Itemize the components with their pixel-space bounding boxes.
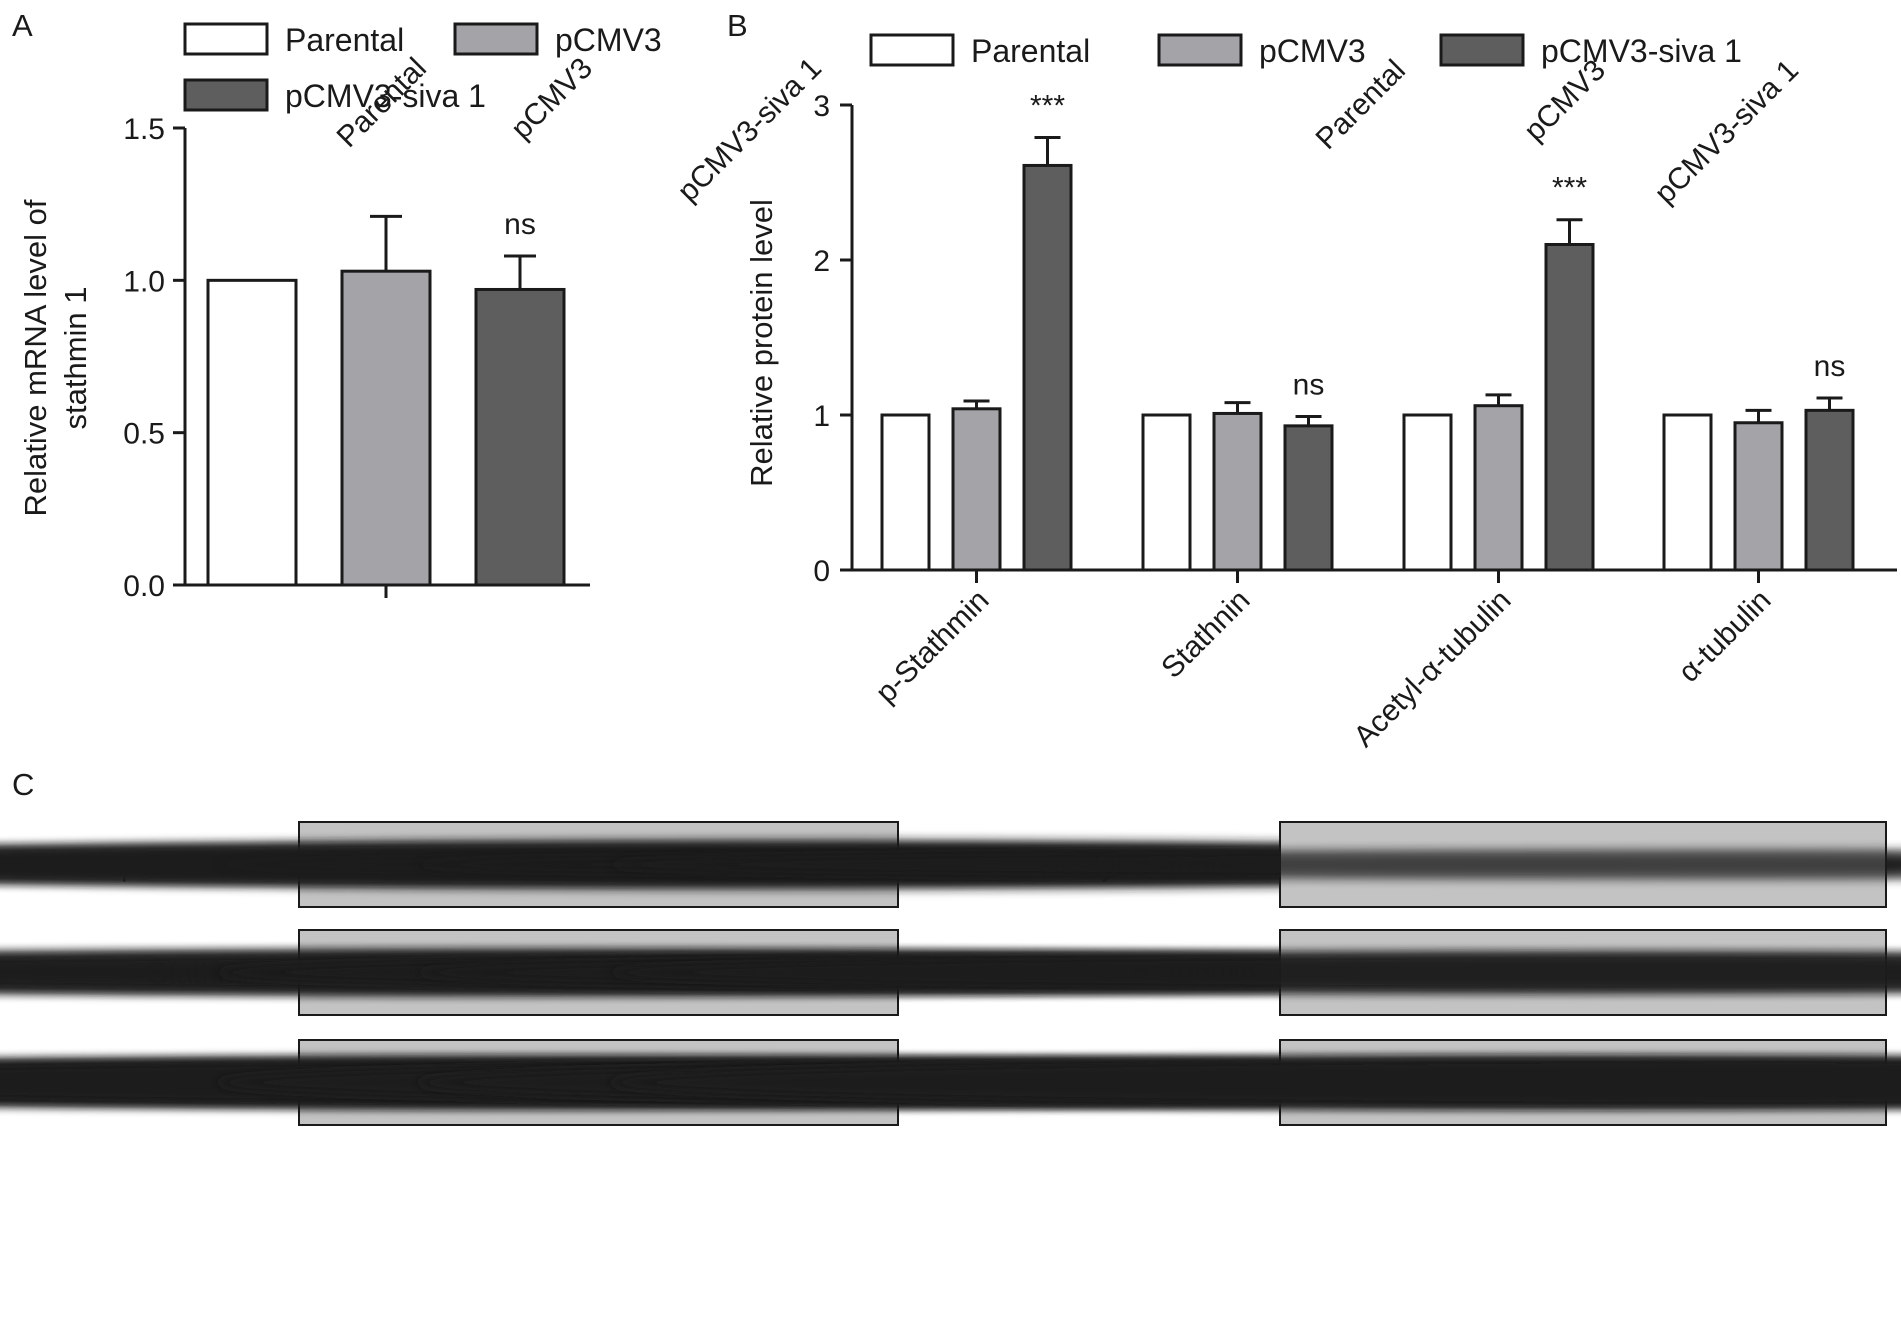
lane-label-pcmv3-siva-1: pCMV3-siva 1 [1648, 54, 1805, 211]
panel-a-chart: A Parental pCMV3 pCMV3-siva 1 Relative mRN… [12, 8, 662, 603]
panel-a-label: A [12, 8, 33, 43]
legend-label-pcmv3: pCMV3 [1259, 33, 1366, 69]
bar-pcmv3-siva-1-p-stathmin [1022, 163, 1073, 572]
bar-parental-tubulin [1662, 413, 1713, 572]
significance-label: ns [1293, 369, 1325, 402]
x-tick-label-p-stathmin: p-Stathmin [870, 584, 996, 710]
bar-pcmv3 [340, 269, 432, 587]
legend-swatch-pcmv3 [1157, 33, 1243, 67]
bar-pcmv3-siva-1-tubulin [1804, 408, 1855, 572]
blot-band [610, 1058, 1901, 1107]
panel-a-legend: Parental pCMV3 pCMV3-siva 1 [183, 22, 662, 114]
bar-pcmv3-p-stathmin [951, 407, 1002, 572]
y-tick-label: 1.5 [123, 113, 165, 146]
bar-pcmv3-stathnin [1212, 411, 1263, 572]
y-tick-label: 3 [813, 90, 830, 123]
legend-swatch-pcmv3 [453, 22, 539, 56]
legend-label-pcmv3-siva-1: pCMV3-siva 1 [285, 78, 486, 114]
legend-swatch-parental [869, 33, 955, 67]
legend-swatch-parental [183, 22, 269, 56]
significance-label: *** [1552, 172, 1587, 205]
panel-a-bars: ns [206, 208, 566, 587]
bar-pcmv3-siva-1-stathnin [1283, 424, 1334, 572]
y-tick-label: 2 [813, 245, 830, 278]
bar-parental-p-stathmin [880, 413, 931, 572]
panel-b-bars: *** ns *** ns [880, 90, 1855, 572]
blot-band [610, 849, 1901, 880]
x-tick-label-acetyl-tubulin: Acetyl-α-tubulin [1347, 584, 1517, 754]
y-tick-label: 0 [813, 555, 830, 588]
panel-c-label: C [12, 767, 34, 802]
lane-label-pcmv3: pCMV3 [505, 52, 599, 146]
bar-pcmv3-tubulin [1733, 421, 1784, 572]
x-tick-label-tubulin: α-tubulin [1672, 584, 1777, 689]
x-tick-label-stathnin: Stathnin [1155, 584, 1256, 685]
lane-label-pcmv3-siva-1: pCMV3-siva 1 [671, 52, 828, 209]
bar-parental-acetyl-tubulin [1402, 413, 1453, 572]
y-tick-label: 1 [813, 400, 830, 433]
legend-label-pcmv3-siva-1: pCMV3-siva 1 [1541, 33, 1742, 69]
bar-pcmv3-siva-1 [474, 287, 566, 587]
significance-label: *** [1030, 90, 1065, 123]
panel-a-ylabel-line2: stathmin 1 [58, 286, 93, 429]
panel-a-ylabel-line1: Relative mRNA level of [18, 199, 53, 516]
bar-parental-stathnin [1141, 413, 1192, 572]
y-tick-label: 0.5 [123, 418, 165, 451]
y-tick-label: 1.0 [123, 265, 165, 298]
legend-label-parental: Parental [971, 33, 1090, 69]
bar-parental [206, 278, 298, 587]
panel-c-western-blots: C p-StathminStathminβ -actinParentalpCMV… [0, 52, 1901, 1126]
significance-label: ns [504, 208, 536, 241]
panel-b-ylabel: Relative protein level [744, 199, 779, 487]
bar-pcmv3-acetyl-tubulin [1473, 404, 1524, 572]
blot-band [610, 954, 1901, 991]
legend-label-parental: Parental [285, 22, 404, 58]
y-tick-label: 0.0 [123, 570, 165, 603]
legend-swatch-pcmv3-siva-1 [183, 78, 269, 112]
legend-label-pcmv3: pCMV3 [555, 22, 662, 58]
bar-pcmv3-siva-1-acetyl-tubulin [1544, 243, 1595, 572]
panel-b-legend: Parental pCMV3 pCMV3-siva 1 [869, 33, 1742, 69]
significance-label: ns [1814, 350, 1846, 383]
panel-b-label: B [727, 8, 748, 43]
legend-swatch-pcmv3-siva-1 [1439, 33, 1525, 67]
